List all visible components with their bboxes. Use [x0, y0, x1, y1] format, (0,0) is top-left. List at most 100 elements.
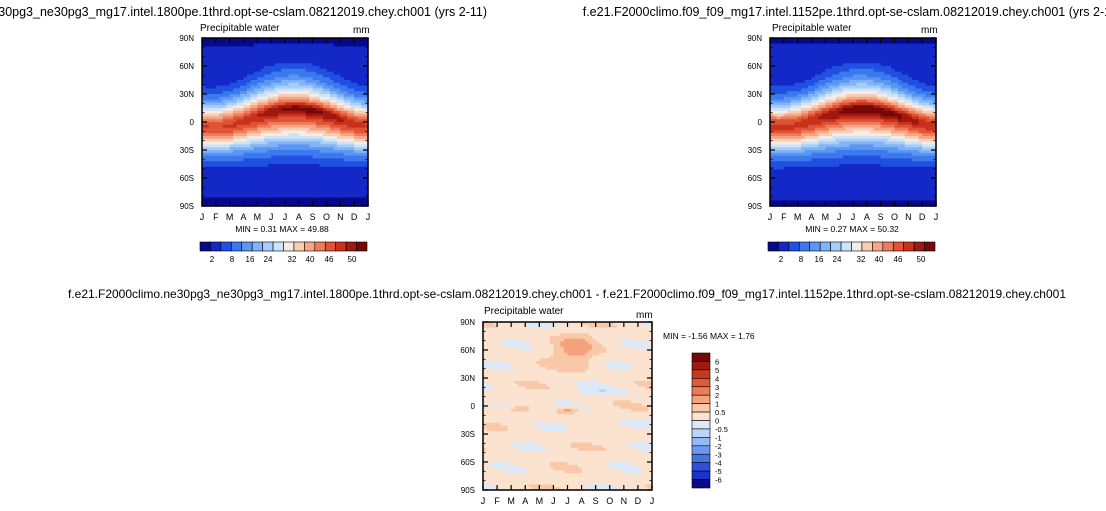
panel1-cell: [271, 144, 276, 148]
panel2-cell: [783, 124, 788, 129]
panel1-cell: [233, 74, 238, 78]
panel2-cell: [790, 102, 795, 106]
panel1-cell: [350, 172, 355, 176]
panel1-cell: [267, 116, 272, 120]
panel1-cell: [202, 147, 207, 151]
panel1-cell: [205, 161, 210, 165]
panel2-cell: [863, 91, 868, 95]
panel2-cell: [821, 66, 826, 70]
panel2-cell: [811, 175, 816, 179]
panel1-cell: [340, 54, 345, 59]
panel2-cell: [880, 122, 885, 126]
panel2-cell: [801, 172, 806, 176]
panel1-cell: [222, 119, 227, 123]
panel1-cell: [343, 172, 348, 176]
panel2-cell: [877, 54, 882, 59]
panel1-cell: [333, 155, 338, 159]
panel1-cell: [260, 189, 265, 193]
panel1-cell: [219, 178, 224, 182]
panel1-cell: [316, 133, 321, 137]
panel1-cell: [278, 116, 283, 120]
panel2-cell: [811, 150, 816, 154]
panel1-cell: [208, 166, 213, 171]
panel2-cell: [877, 186, 882, 190]
panel1-cell: [336, 99, 341, 103]
panel2-cell: [804, 74, 809, 78]
panel1-cell: [323, 127, 328, 131]
panel2-cell: [787, 152, 792, 157]
panel2-cell: [870, 38, 875, 42]
panel2-cell: [808, 200, 813, 204]
panel1-cell: [253, 66, 258, 70]
panel2-cell: [790, 46, 795, 50]
panel1-cell: [340, 166, 345, 171]
panel2-cell: [866, 144, 871, 148]
panel1-cell: [361, 155, 366, 159]
panel2-cell: [783, 102, 788, 106]
panel2-cell: [804, 161, 809, 165]
panel2-cell: [783, 133, 788, 137]
panel2-cell: [783, 152, 788, 157]
panel1-cell: [291, 77, 296, 81]
panel1-cell: [364, 116, 369, 120]
panel2-cell: [842, 49, 847, 53]
panel1-cell: [354, 43, 359, 47]
panel1-cell: [260, 82, 265, 87]
panel1-cell: [357, 161, 362, 165]
panel2-cell: [776, 52, 781, 56]
panel2-cell: [818, 88, 823, 92]
panel1-colorbar-swatch: [324, 241, 336, 252]
panel1-cell: [271, 147, 276, 151]
panel1-cell: [274, 150, 279, 154]
panel1-cell: [316, 74, 321, 78]
panel1-cell: [264, 169, 269, 173]
panel1-cell: [312, 96, 317, 101]
panel2-cell: [880, 192, 885, 196]
panel1-cell: [205, 54, 210, 59]
panel1-cell: [361, 113, 366, 117]
panel2-cell: [783, 203, 788, 207]
panel1-cell: [323, 116, 328, 120]
panel2-cell: [839, 147, 844, 151]
panel2-cell: [776, 192, 781, 196]
panel2-cell: [828, 144, 833, 148]
panel1-cell: [253, 49, 258, 53]
panel1-cell: [364, 63, 369, 67]
panel1-cell: [326, 38, 331, 42]
panel1-cell: [281, 152, 286, 157]
panel2-cell: [825, 77, 830, 81]
panel1-cell: [243, 183, 248, 187]
panel1-cell: [264, 110, 269, 115]
panel1-cell: [202, 49, 207, 53]
panel2-cell: [856, 175, 861, 179]
panel1-cell: [267, 194, 272, 199]
panel1-cell: [305, 77, 310, 81]
panel2-cell: [825, 130, 830, 134]
panel2-cell: [783, 71, 788, 75]
panel1-cell: [253, 164, 258, 168]
panel2-cell: [808, 66, 813, 70]
panel2-cell: [773, 186, 778, 190]
panel2-cell: [794, 96, 799, 101]
panel2-cell: [863, 200, 868, 204]
panel1-cell: [226, 43, 231, 47]
panel2-cell: [846, 183, 851, 187]
panel2-cell: [808, 127, 813, 131]
panel1-cell: [316, 136, 321, 140]
panel1-cell: [326, 130, 331, 134]
panel1-cell: [288, 141, 293, 145]
panel2-cell: [797, 52, 802, 56]
panel1-cell: [226, 183, 231, 187]
panel2-cell: [794, 91, 799, 95]
panel1-cell: [278, 119, 283, 123]
panel1-cell: [302, 119, 307, 123]
panel2-cell: [783, 94, 788, 98]
panel1-cell: [222, 194, 227, 199]
panel2-cell: [859, 180, 864, 185]
panel1-cell: [312, 54, 317, 59]
panel1-cell: [326, 194, 331, 199]
panel2-cell: [814, 99, 820, 103]
panel1-cell: [205, 152, 210, 157]
panel1-cell: [291, 147, 296, 151]
panel1-cell: [257, 68, 262, 73]
